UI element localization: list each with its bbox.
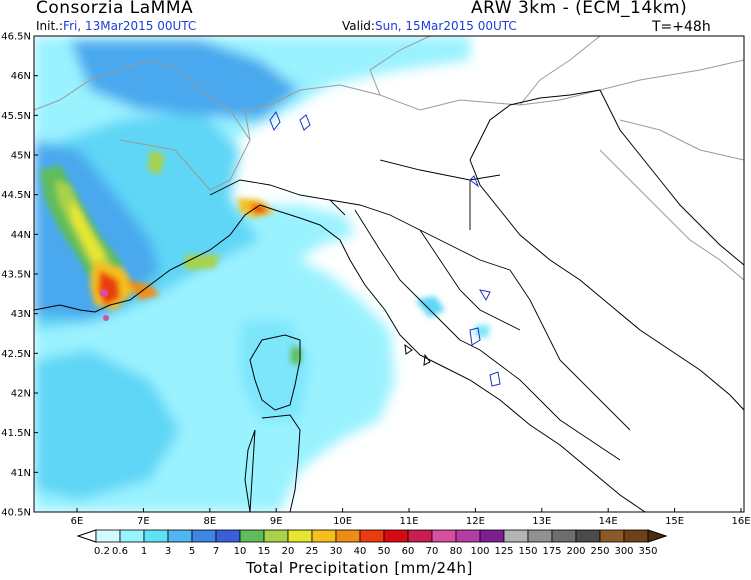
colorbar-label: 80	[450, 546, 463, 557]
coastlines	[34, 89, 744, 512]
lon-tick-label: 15E	[665, 516, 684, 527]
colorbar-label: 5	[189, 546, 195, 557]
colorbar-segment	[335, 529, 361, 543]
lat-tick-label: 46.5N	[1, 32, 31, 43]
colorbar-arrow-right	[647, 529, 668, 543]
lon-tick-label: 11E	[399, 516, 418, 527]
lon-tick-label: 12E	[466, 516, 485, 527]
lat-tick-label: 43N	[11, 309, 31, 320]
colorbar-title: Total Precipitation [mm/24h]	[246, 559, 473, 577]
valid-value: Sun, 15Mar2015 00UTC	[374, 19, 517, 33]
init-time: Init.:Fri, 13Mar2015 00UTC	[36, 19, 196, 33]
valid-label: Valid:	[342, 19, 375, 33]
colorbar-segment	[479, 529, 505, 543]
colorbar-segment	[407, 529, 433, 543]
lat-tick-label: 42.5N	[1, 349, 31, 360]
lon-tick-label: 16E	[731, 516, 750, 527]
lat-tick-label: 43.5N	[1, 270, 31, 281]
colorbar-label: 10	[234, 546, 247, 557]
colorbar-segment	[215, 529, 241, 543]
colorbar-segment	[167, 529, 193, 543]
lon-tick-label: 6E	[71, 516, 84, 527]
organization-title: Consorzia LaMMA	[36, 0, 194, 18]
colorbar-label: 0.2	[94, 546, 110, 557]
lon-tick-label: 10E	[333, 516, 352, 527]
lat-tick-label: 45.5N	[1, 111, 31, 122]
colorbar-segment	[191, 529, 217, 543]
longitude-axis: 6E 7E 8E 9E 10E 11E 12E 13E 14E 15E 16E	[71, 508, 751, 527]
colorbar-labels: 0.2 0.6 1 3 5 7 10 15 20 25 30 40 50 60 70 80 100 125 150 1…	[94, 546, 658, 557]
colorbar-segment	[527, 529, 553, 543]
precipitation-colorbar	[76, 529, 668, 543]
colorbar-label: 175	[542, 546, 561, 557]
colorbar-label: 1	[141, 546, 147, 557]
map-plot-area	[34, 36, 744, 512]
region-borders	[209, 159, 631, 461]
colorbar-segment	[383, 529, 409, 543]
lon-tick-label: 8E	[203, 516, 216, 527]
colorbar-segment	[575, 529, 601, 543]
colorbar-segment	[551, 529, 577, 543]
forecast-lead-time: T=+48h	[652, 19, 711, 35]
colorbar-label: 150	[518, 546, 537, 557]
lat-tick-label: 45N	[11, 151, 31, 162]
corsica-coastline	[249, 334, 301, 411]
lon-tick-label: 9E	[270, 516, 283, 527]
model-title: ARW 3km - (ECM_14km)	[471, 0, 688, 18]
lat-tick-label: 40.5N	[1, 508, 31, 519]
colorbar-label: 40	[354, 546, 367, 557]
colorbar-segment	[143, 529, 169, 543]
colorbar-label: 125	[494, 546, 513, 557]
lon-tick-label: 14E	[599, 516, 618, 527]
colorbar-label: 200	[566, 546, 585, 557]
init-label: Init.:	[36, 19, 64, 33]
lat-tick-label: 41.5N	[1, 428, 31, 439]
lat-tick-label: 44.5N	[1, 190, 31, 201]
colorbar-label: 3	[165, 546, 171, 557]
country-borders	[34, 36, 744, 281]
colorbar-segment	[263, 529, 289, 543]
colorbar-segment	[599, 529, 625, 543]
colorbar-label: 15	[258, 546, 271, 557]
colorbar-label: 25	[306, 546, 319, 557]
colorbar-segment	[287, 529, 313, 543]
valid-time: Valid:Sun, 15Mar2015 00UTC	[342, 19, 517, 33]
colorbar-label: 30	[330, 546, 343, 557]
colorbar-label: 300	[614, 546, 633, 557]
colorbar-label: 60	[402, 546, 415, 557]
init-value: Fri, 13Mar2015 00UTC	[63, 19, 197, 33]
colorbar-segment	[119, 529, 145, 543]
lat-tick-label: 42N	[11, 389, 31, 400]
colorbar-label: 100	[470, 546, 489, 557]
precipitation-max-marker	[100, 289, 108, 297]
latitude-axis: 46.5N 46N 45.5N 45N 44.5N 44N 43.5N 43N 42.5N 42N…	[1, 32, 38, 519]
colorbar-label: 70	[426, 546, 439, 557]
precipitation-max-marker	[103, 315, 109, 321]
colorbar-segment	[431, 529, 457, 543]
colorbar-label: 7	[213, 546, 219, 557]
colorbar-segment	[359, 529, 385, 543]
colorbar-label: 20	[282, 546, 295, 557]
colorbar-segment	[455, 529, 481, 543]
lat-tick-label: 44N	[11, 230, 31, 241]
colorbar-label: 0.6	[112, 546, 128, 557]
colorbar-segment	[239, 529, 265, 543]
colorbar-label: 350	[638, 546, 657, 557]
colorbar-segment	[623, 529, 649, 543]
lon-tick-label: 13E	[532, 516, 551, 527]
sardinia-coastline	[244, 414, 301, 512]
precipitation-core	[40, 150, 490, 365]
colorbar-segment	[95, 529, 121, 543]
colorbar-segment	[503, 529, 529, 543]
lat-tick-label: 41N	[11, 468, 31, 479]
colorbar-label: 250	[590, 546, 609, 557]
colorbar-segment	[311, 529, 337, 543]
lon-tick-label: 7E	[137, 516, 150, 527]
lat-tick-label: 46N	[11, 71, 31, 82]
colorbar-label: 50	[378, 546, 391, 557]
colorbar-arrow-left	[76, 529, 97, 543]
lake-outlines	[269, 110, 501, 387]
